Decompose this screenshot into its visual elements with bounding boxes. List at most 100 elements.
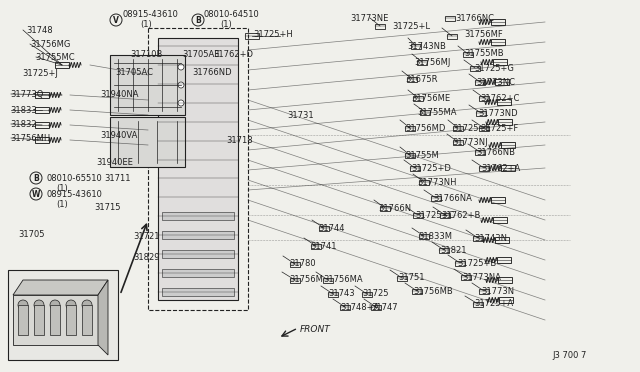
Bar xyxy=(405,153,415,157)
Bar xyxy=(413,96,423,100)
Text: 31725+J: 31725+J xyxy=(22,68,58,77)
Text: 31718: 31718 xyxy=(226,135,253,144)
Bar xyxy=(375,23,385,29)
Bar xyxy=(407,77,417,81)
Text: 31940VA: 31940VA xyxy=(100,131,138,140)
Text: 31773NE: 31773NE xyxy=(350,13,388,22)
Bar xyxy=(162,212,234,220)
Text: 31748: 31748 xyxy=(26,26,52,35)
Text: (1): (1) xyxy=(140,19,152,29)
Text: 31751: 31751 xyxy=(398,273,424,282)
Bar xyxy=(245,33,259,39)
Text: 31705: 31705 xyxy=(18,230,45,238)
Text: 31725+D: 31725+D xyxy=(411,164,451,173)
Bar xyxy=(380,205,390,211)
Polygon shape xyxy=(13,295,98,345)
Bar xyxy=(470,65,480,71)
Text: (1): (1) xyxy=(56,199,68,208)
Text: 31710B: 31710B xyxy=(130,49,163,58)
Bar xyxy=(498,277,512,283)
Circle shape xyxy=(178,100,184,106)
Text: 31821: 31821 xyxy=(440,246,467,254)
Text: 31725+L: 31725+L xyxy=(392,22,430,31)
Bar xyxy=(479,125,489,131)
Bar xyxy=(319,225,329,231)
Bar xyxy=(397,276,407,280)
Bar xyxy=(473,235,483,241)
Bar xyxy=(311,244,321,248)
Text: 31741: 31741 xyxy=(310,241,337,250)
Text: 31756MA: 31756MA xyxy=(323,276,363,285)
Text: 31743NB: 31743NB xyxy=(407,42,446,51)
Bar xyxy=(497,99,511,105)
Circle shape xyxy=(34,300,44,310)
Bar xyxy=(455,260,465,266)
Text: 31744: 31744 xyxy=(318,224,344,232)
Text: 31725: 31725 xyxy=(362,289,388,298)
Text: 31721: 31721 xyxy=(133,231,159,241)
Text: 31725+C: 31725+C xyxy=(415,211,454,219)
Bar xyxy=(501,165,515,171)
Text: 31773ND: 31773ND xyxy=(478,109,518,118)
Bar xyxy=(371,305,381,310)
Text: 31725+A: 31725+A xyxy=(474,299,513,308)
Bar xyxy=(50,305,60,335)
Text: 31766N: 31766N xyxy=(378,203,411,212)
Text: 31780: 31780 xyxy=(289,260,316,269)
Bar xyxy=(476,110,486,115)
Text: 31756M: 31756M xyxy=(289,276,323,285)
Bar xyxy=(439,247,449,253)
Bar xyxy=(479,166,489,170)
Bar xyxy=(495,79,509,85)
Text: V: V xyxy=(113,16,119,25)
Circle shape xyxy=(50,300,60,310)
Text: 31731: 31731 xyxy=(287,110,314,119)
Text: 31773N: 31773N xyxy=(481,286,514,295)
Bar xyxy=(340,305,350,310)
Bar xyxy=(34,305,44,335)
Text: 31725+H: 31725+H xyxy=(253,29,292,38)
Bar xyxy=(493,59,507,65)
Text: 31773NC: 31773NC xyxy=(476,77,515,87)
Text: 31773Q: 31773Q xyxy=(10,90,44,99)
Text: 31762+D: 31762+D xyxy=(213,49,253,58)
Bar xyxy=(323,278,333,282)
Bar xyxy=(501,142,515,148)
Bar xyxy=(453,140,463,144)
Bar xyxy=(491,39,505,45)
Bar xyxy=(35,122,49,128)
Bar xyxy=(499,297,513,303)
Text: 31832: 31832 xyxy=(10,119,36,128)
Text: 08010-64510: 08010-64510 xyxy=(203,10,259,19)
Text: 31762+B: 31762+B xyxy=(441,211,481,219)
Bar xyxy=(35,137,49,143)
Text: 31705AE: 31705AE xyxy=(182,49,220,58)
Bar xyxy=(8,270,118,360)
Bar xyxy=(473,301,483,307)
Bar xyxy=(491,197,505,203)
Bar xyxy=(110,55,185,115)
Bar xyxy=(497,257,511,263)
Text: 31756MD: 31756MD xyxy=(405,124,445,132)
Text: 31675R: 31675R xyxy=(405,74,438,83)
Bar xyxy=(479,96,489,100)
Bar xyxy=(35,107,49,113)
Text: 31756MH: 31756MH xyxy=(10,134,51,142)
Bar xyxy=(162,288,234,296)
Bar xyxy=(479,289,489,294)
Bar xyxy=(55,62,69,68)
Bar xyxy=(82,305,92,335)
Bar xyxy=(420,109,430,115)
Bar xyxy=(493,217,507,223)
Circle shape xyxy=(178,82,184,88)
Bar xyxy=(328,292,338,296)
Bar xyxy=(475,80,485,84)
Text: 31743N: 31743N xyxy=(474,234,507,243)
Bar xyxy=(158,38,238,300)
Text: 31743: 31743 xyxy=(328,289,355,298)
Text: 31756ME: 31756ME xyxy=(411,93,450,103)
Text: J3 700 7: J3 700 7 xyxy=(552,352,586,360)
Bar xyxy=(463,51,473,57)
Text: B: B xyxy=(195,16,201,25)
Text: 31940NA: 31940NA xyxy=(100,90,138,99)
